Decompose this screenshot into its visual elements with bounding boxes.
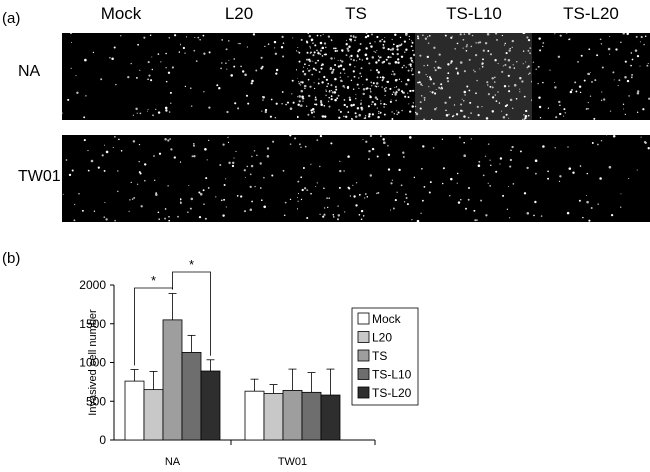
micrograph-na-ts: [297, 33, 415, 120]
x-category-label: TW01: [278, 456, 307, 468]
row-label-na: NA: [18, 63, 41, 80]
legend-label-ts: TS: [372, 349, 387, 363]
micrograph-na-ts-l10: [415, 33, 533, 120]
micrograph-tw01-l20: [180, 135, 298, 222]
bar-ts-l20-tw01: [320, 394, 341, 441]
y-tick-label: 0: [99, 433, 106, 447]
legend-label-ts-l20: TS-L20: [372, 386, 412, 400]
row-label-tw01: TW01: [18, 168, 61, 185]
micrograph-na-mock: [62, 33, 180, 120]
bar-l20-na: [143, 389, 164, 441]
legend-label-mock: Mock: [372, 312, 402, 326]
column-header-ts: TS: [345, 4, 367, 23]
x-category-label: NA: [165, 456, 181, 468]
panel-a-label: (a): [2, 10, 21, 27]
micrograph-tw01-ts-l20: [532, 135, 650, 222]
y-tick-label: 500: [86, 394, 106, 408]
legend-swatch-ts-l20: [357, 386, 370, 399]
bar-ts-na: [162, 319, 183, 441]
micrograph-tw01-ts-l10: [415, 135, 533, 222]
legend-label-ts-l10: TS-L10: [372, 368, 412, 382]
legend-swatch-l20: [357, 331, 370, 343]
column-header-ts-l10: TS-L10: [446, 4, 502, 23]
micrograph-tw01-mock: [62, 135, 180, 222]
micrograph-na-ts-l20: [532, 33, 650, 120]
bar-ts-l10-tw01: [301, 391, 322, 441]
bar-mock-na: [124, 380, 145, 441]
micrograph-tw01-ts: [297, 135, 415, 222]
panel-b-label: (b): [2, 250, 21, 267]
y-tick-label: 2000: [79, 278, 106, 292]
column-header-ts-l20: TS-L20: [563, 4, 619, 23]
legend-label-l20: L20: [372, 331, 392, 345]
y-tick-label: 1500: [79, 317, 106, 331]
micrograph-na-l20: [180, 33, 298, 120]
bar-ts-l20-na: [200, 370, 221, 441]
legend-swatch-mock: [357, 312, 370, 325]
legend-swatch-ts: [357, 349, 370, 362]
bar-ts-tw01: [282, 389, 303, 441]
bar-ts-l10-na: [181, 352, 202, 441]
y-axis-label: Invasived cell number: [87, 309, 99, 416]
legend-swatch-ts-l10: [357, 368, 370, 380]
sig-bracket-ts-tsl20: [172, 271, 211, 356]
y-tick-label: 1000: [79, 356, 106, 370]
column-header-l20: L20: [224, 4, 254, 23]
significance-label: *: [151, 273, 156, 288]
significance-label: *: [189, 257, 194, 272]
column-header-mock: Mock: [100, 4, 142, 23]
bar-l20-tw01: [263, 393, 284, 441]
bar-mock-tw01: [244, 390, 265, 441]
